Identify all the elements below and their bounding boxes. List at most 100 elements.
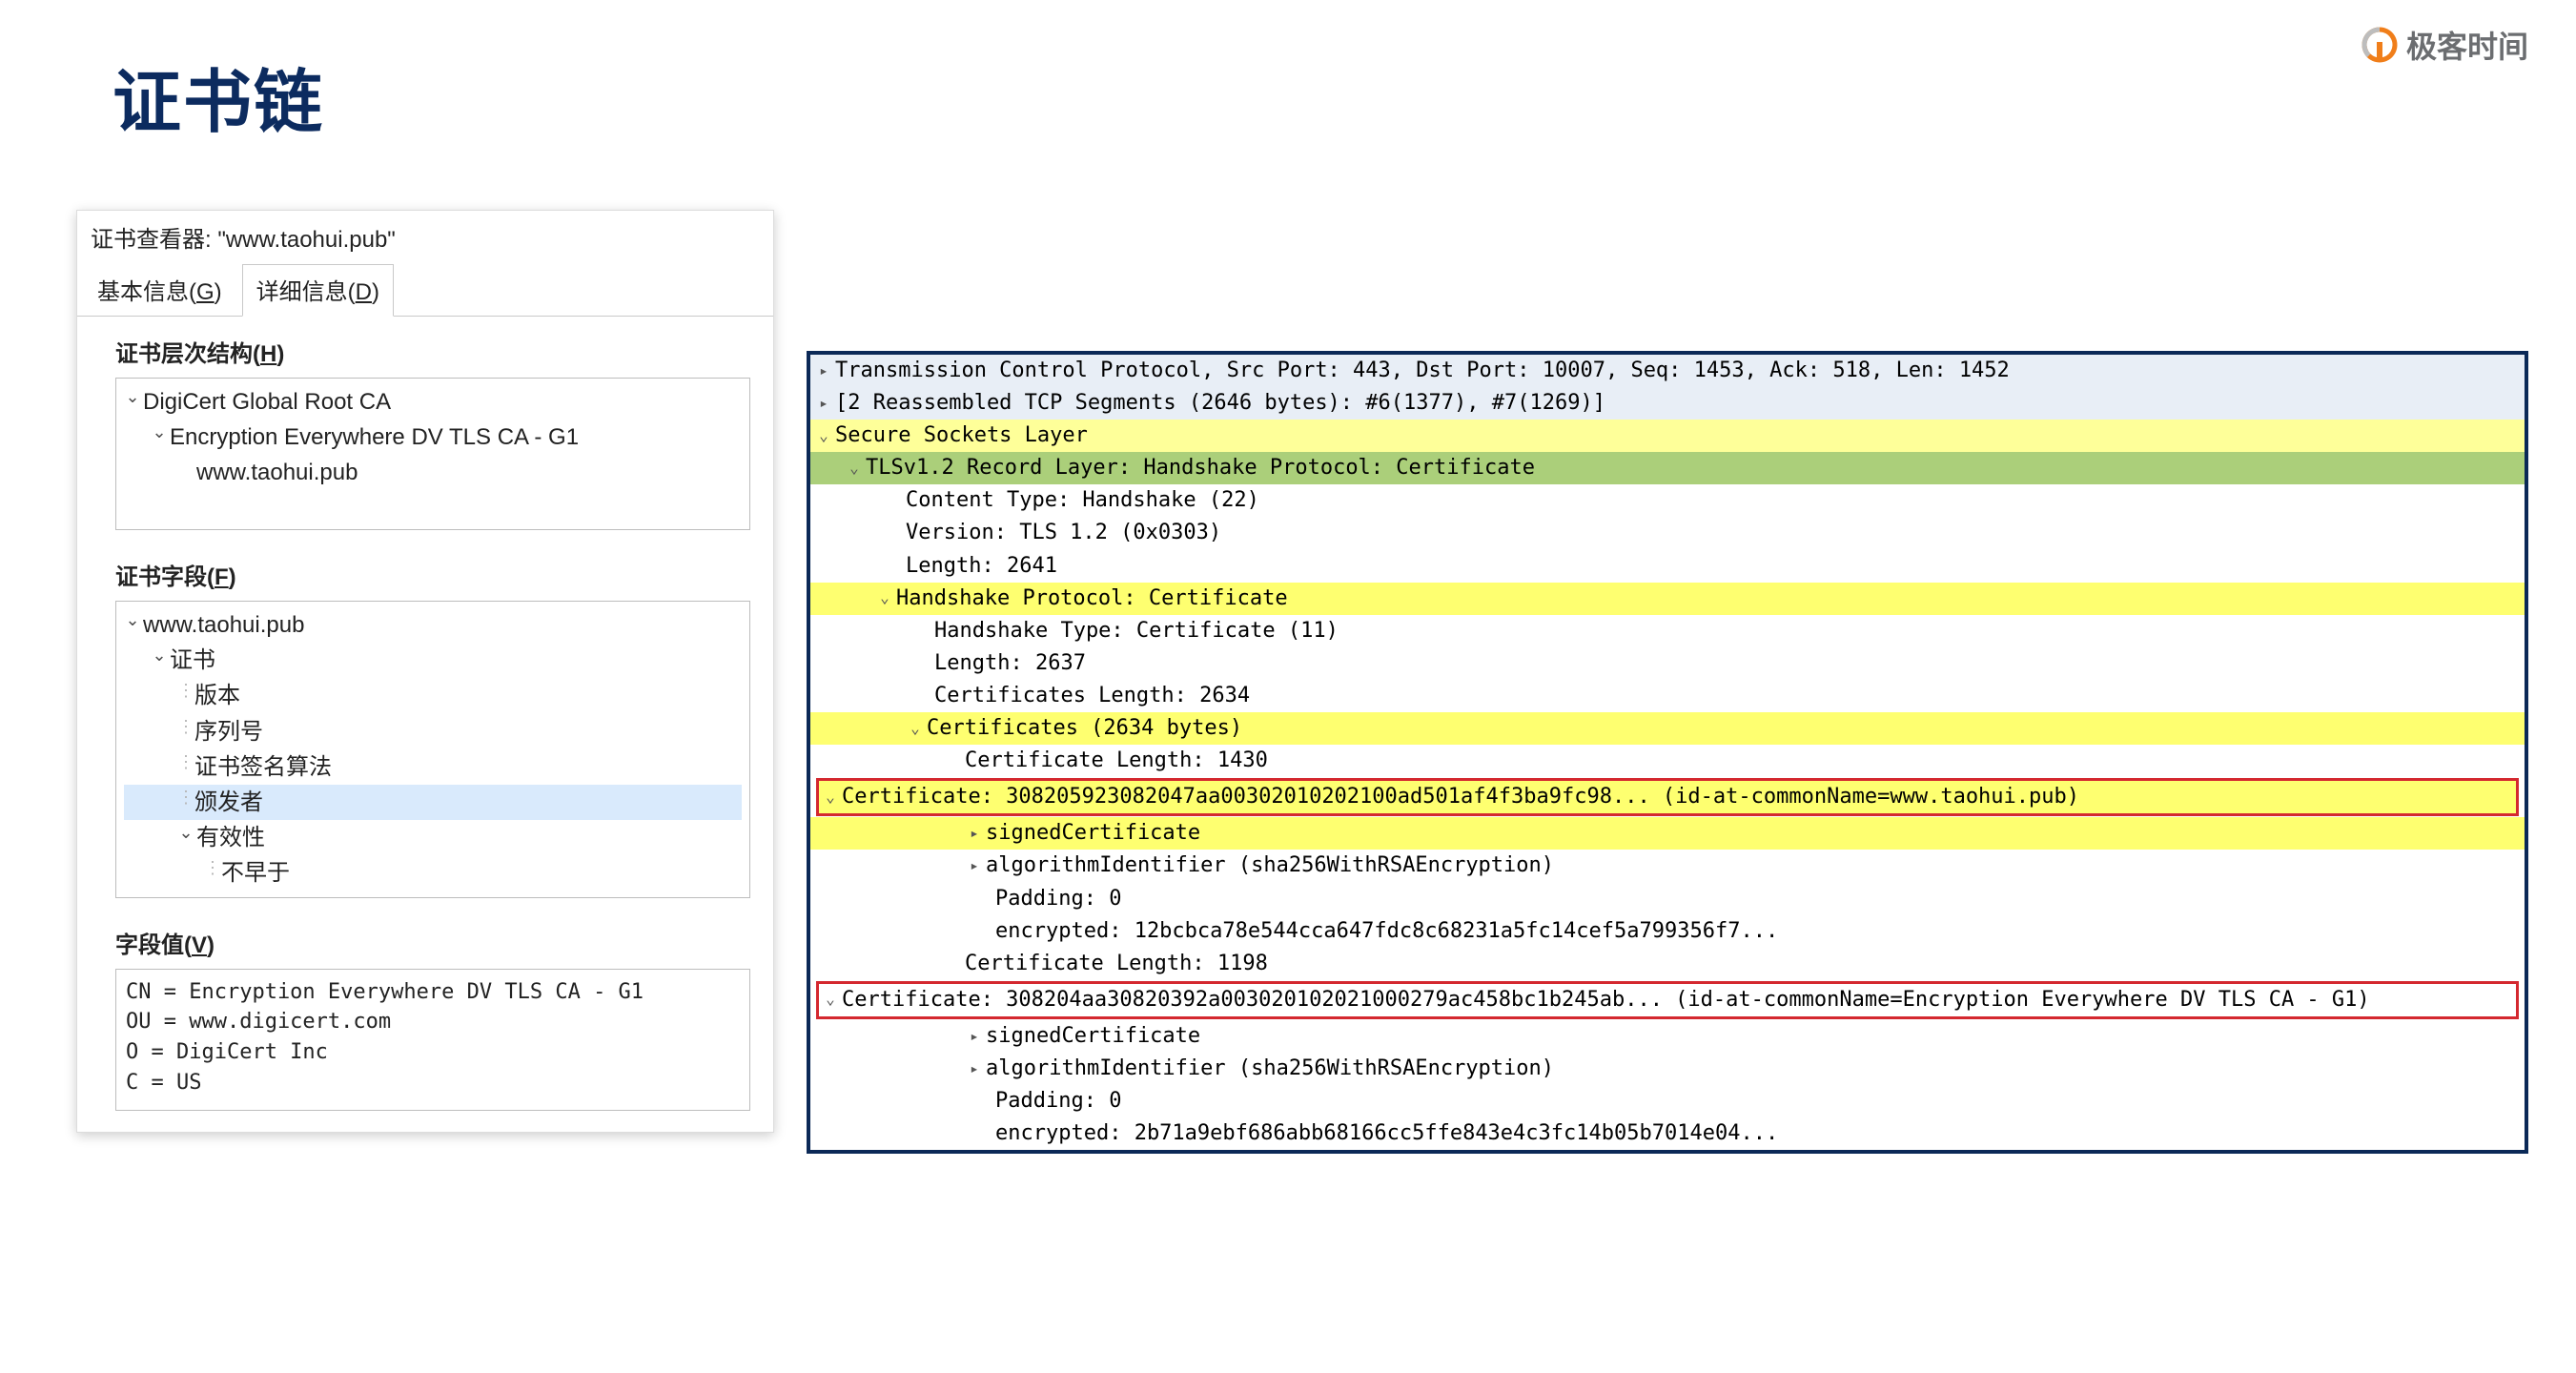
field-label: 不早于 <box>221 855 290 891</box>
tab-basic-info[interactable]: 基本信息(G) <box>83 264 236 317</box>
field-node-issuer[interactable]: ⋮ 颁发者 <box>124 785 742 820</box>
ws-line-handshake-proto[interactable]: ⌄ Handshake Protocol: Certificate <box>810 583 2525 615</box>
line-text: signedCertificate <box>986 1020 1200 1053</box>
line-text: Padding: 0 <box>995 883 1121 915</box>
line-text: Padding: 0 <box>995 1085 1121 1117</box>
tree-label: DigiCert Global Root CA <box>143 384 391 420</box>
hierarchy-header: 证书层次结构(H) <box>115 331 762 372</box>
cert-hierarchy-section: 证书层次结构(H) ⌄ DigiCert Global Root CA ⌄ En… <box>77 317 773 540</box>
field-node-top[interactable]: ⌄ www.taohui.pub <box>124 607 742 643</box>
tree-guide-icon: ⋮ <box>204 855 221 891</box>
ws-line-version[interactable]: Version: TLS 1.2 (0x0303) <box>810 517 2525 549</box>
chevron-down-icon: ⌄ <box>875 586 894 610</box>
ws-line-certs-length[interactable]: Certificates Length: 2634 <box>810 680 2525 712</box>
tree-node-root[interactable]: ⌄ DigiCert Global Root CA <box>124 384 742 420</box>
hierarchy-tree[interactable]: ⌄ DigiCert Global Root CA ⌄ Encryption E… <box>115 378 750 530</box>
line-text: Length: 2637 <box>934 647 1086 680</box>
ws-line-ctype[interactable]: Content Type: Handshake (22) <box>810 484 2525 517</box>
chevron-right-icon: ▸ <box>965 1057 984 1081</box>
ws-line-enc2[interactable]: encrypted: 2b71a9ebf686abb68166cc5ffe843… <box>810 1117 2525 1150</box>
tree-node-intermediate[interactable]: ⌄ Encryption Everywhere DV TLS CA - G1 <box>124 420 742 455</box>
ws-line-htype[interactable]: Handshake Type: Certificate (11) <box>810 615 2525 647</box>
tree-node-leaf[interactable]: www.taohui.pub <box>124 455 742 490</box>
line-text: Certificate: 308204aa30820392a0030201020… <box>842 984 2370 1016</box>
fields-header: 证书字段(F) <box>115 554 762 595</box>
tab-detail-mnemonic: D <box>356 279 372 305</box>
chevron-down-icon: ⌄ <box>821 786 840 809</box>
line-text: [2 Reassembled TCP Segments (2646 bytes)… <box>835 387 1605 420</box>
ws-line-reassembled[interactable]: ▸ [2 Reassembled TCP Segments (2646 byte… <box>810 387 2525 420</box>
ws-line-signed1[interactable]: ▸ signedCertificate <box>810 817 2525 850</box>
chevron-right-icon: ▸ <box>965 822 984 846</box>
highlight-box-cert1: ⌄ Certificate: 308205923082047aa00302010… <box>816 778 2519 816</box>
chevron-down-icon: ⌄ <box>821 988 840 1012</box>
ws-line-cert-length-2[interactable]: Certificate Length: 1198 <box>810 948 2525 980</box>
line-text: Content Type: Handshake (22) <box>906 484 1259 517</box>
chevron-right-icon: ▸ <box>965 1025 984 1049</box>
tree-guide-icon: ⋮ <box>177 714 194 749</box>
spacer-icon <box>177 455 194 490</box>
line-text: TLSv1.2 Record Layer: Handshake Protocol… <box>866 452 1535 484</box>
field-node-notbefore[interactable]: ⋮ 不早于 <box>124 855 742 891</box>
line-text: Certificate Length: 1198 <box>965 948 1268 980</box>
ws-line-alg2[interactable]: ▸ algorithmIdentifier (sha256WithRSAEncr… <box>810 1053 2525 1085</box>
ws-line-pad2[interactable]: Padding: 0 <box>810 1085 2525 1117</box>
ws-line-ssl[interactable]: ⌄ Secure Sockets Layer <box>810 420 2525 452</box>
value-header: 字段值(V) <box>115 922 762 963</box>
field-label: 证书签名算法 <box>194 749 332 785</box>
field-label: 颁发者 <box>194 785 263 820</box>
chevron-down-icon: ⌄ <box>177 820 194 855</box>
fields-tree[interactable]: ⌄ www.taohui.pub ⌄ 证书 ⋮ 版本 ⋮ 序列号 ⋮ 证书签名算… <box>115 601 750 898</box>
cert-fields-section: 证书字段(F) ⌄ www.taohui.pub ⌄ 证书 ⋮ 版本 ⋮ 序列号… <box>77 540 773 908</box>
ws-line-signed2[interactable]: ▸ signedCertificate <box>810 1020 2525 1053</box>
ws-line-record[interactable]: ⌄ TLSv1.2 Record Layer: Handshake Protoc… <box>810 452 2525 484</box>
chevron-down-icon: ⌄ <box>814 424 833 448</box>
field-label: 版本 <box>194 678 240 713</box>
ws-line-certificates[interactable]: ⌄ Certificates (2634 bytes) <box>810 712 2525 745</box>
brand-text: 极客时间 <box>2406 23 2528 67</box>
line-text: signedCertificate <box>986 817 1200 850</box>
ws-line-cert2[interactable]: ⌄ Certificate: 308204aa30820392a00302010… <box>819 984 2516 1016</box>
line-text: Secure Sockets Layer <box>835 420 1088 452</box>
chevron-right-icon: ▸ <box>814 392 833 416</box>
tree-label: Encryption Everywhere DV TLS CA - G1 <box>170 420 579 455</box>
cert-viewer-title: 证书查看器: "www.taohui.pub" <box>77 211 773 257</box>
tab-detail-info[interactable]: 详细信息(D) <box>242 264 394 317</box>
tree-guide-icon: ⋮ <box>177 678 194 713</box>
ws-line-cert1[interactable]: ⌄ Certificate: 308205923082047aa00302010… <box>819 781 2516 813</box>
line-text: algorithmIdentifier (sha256WithRSAEncryp… <box>986 1053 1554 1085</box>
chevron-down-icon: ⌄ <box>845 457 864 481</box>
field-node-cert[interactable]: ⌄ 证书 <box>124 643 742 678</box>
field-node-serial[interactable]: ⋮ 序列号 <box>124 714 742 749</box>
ws-line-tcp[interactable]: ▸ Transmission Control Protocol, Src Por… <box>810 355 2525 387</box>
line-text: Certificate Length: 1430 <box>965 745 1268 777</box>
ws-line-pad1[interactable]: Padding: 0 <box>810 883 2525 915</box>
brand-icon <box>2361 26 2399 64</box>
ws-line-cert-length-1[interactable]: Certificate Length: 1430 <box>810 745 2525 777</box>
ws-line-enc1[interactable]: encrypted: 12bcbca78e544cca647fdc8c68231… <box>810 915 2525 948</box>
tree-label: www.taohui.pub <box>196 455 358 490</box>
field-label: 有效性 <box>196 820 265 855</box>
line-text: Certificate: 308205923082047aa0030201020… <box>842 781 2079 813</box>
ws-line-length2[interactable]: Length: 2637 <box>810 647 2525 680</box>
chevron-down-icon: ⌄ <box>124 384 141 420</box>
tab-basic-mnemonic: G <box>196 279 215 305</box>
line-text: Version: TLS 1.2 (0x0303) <box>906 517 1221 549</box>
fields-mnemonic: F <box>215 564 229 590</box>
field-label: 序列号 <box>194 714 263 749</box>
ws-line-alg1[interactable]: ▸ algorithmIdentifier (sha256WithRSAEncr… <box>810 850 2525 882</box>
chevron-down-icon: ⌄ <box>124 607 141 643</box>
cert-viewer-panel: 证书查看器: "www.taohui.pub" 基本信息(G) 详细信息(D) … <box>76 210 774 1133</box>
packet-details-panel: ▸ Transmission Control Protocol, Src Por… <box>807 351 2528 1154</box>
field-node-version[interactable]: ⋮ 版本 <box>124 678 742 713</box>
chevron-right-icon: ▸ <box>814 359 833 383</box>
field-node-validity[interactable]: ⌄ 有效性 <box>124 820 742 855</box>
field-value-box[interactable]: CN = Encryption Everywhere DV TLS CA - G… <box>115 969 750 1112</box>
brand-logo: 极客时间 <box>2361 23 2528 67</box>
line-text: algorithmIdentifier (sha256WithRSAEncryp… <box>986 850 1554 882</box>
line-text: Handshake Protocol: Certificate <box>896 583 1288 615</box>
field-node-sigalg[interactable]: ⋮ 证书签名算法 <box>124 749 742 785</box>
chevron-right-icon: ▸ <box>965 854 984 878</box>
highlight-box-cert2: ⌄ Certificate: 308204aa30820392a00302010… <box>816 981 2519 1019</box>
ws-line-length1[interactable]: Length: 2641 <box>810 550 2525 583</box>
